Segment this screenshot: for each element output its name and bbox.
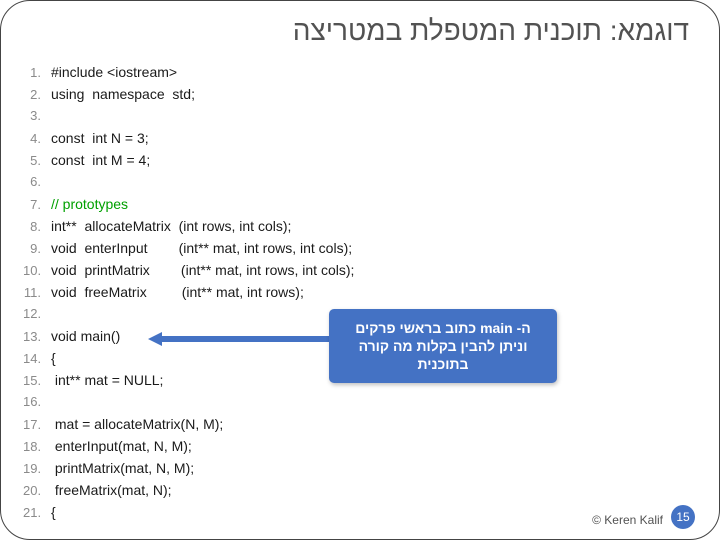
line-number: 13. <box>23 326 51 348</box>
line-number: 10. <box>23 260 51 282</box>
line-number: 1. <box>23 62 51 84</box>
footer-credit: © Keren Kalif <box>592 513 663 527</box>
code-text: { <box>51 501 56 523</box>
code-line: 16. <box>23 391 354 413</box>
line-number: 9. <box>23 238 51 260</box>
line-number: 8. <box>23 216 51 238</box>
line-number: 2. <box>23 84 51 106</box>
line-number: 19. <box>23 458 51 480</box>
code-text: printMatrix(mat, N, M); <box>51 457 194 479</box>
code-line: 9.void enterInput (int** mat, int rows, … <box>23 237 354 259</box>
code-line: 19. printMatrix(mat, N, M); <box>23 457 354 479</box>
code-line: 7.// prototypes <box>23 193 354 215</box>
code-line: 13.void main() <box>23 325 354 347</box>
code-line: 8.int** allocateMatrix (int rows, int co… <box>23 215 354 237</box>
code-line: 18. enterInput(mat, N, M); <box>23 435 354 457</box>
code-text: void main() <box>51 325 120 347</box>
code-text: #include <iostream> <box>51 61 177 83</box>
page-number: 15 <box>676 510 689 524</box>
callout-box: ה- main כתוב בראשי פרקים וניתן להבין בקל… <box>329 309 557 383</box>
code-text: int** allocateMatrix (int rows, int cols… <box>51 215 291 237</box>
code-block: 1.#include <iostream>2.using namespace s… <box>23 61 354 523</box>
code-text: const int M = 4; <box>51 149 150 171</box>
code-text: // prototypes <box>51 193 128 215</box>
code-text: const int N = 3; <box>51 127 149 149</box>
code-line: 14.{ <box>23 347 354 369</box>
code-text: void freeMatrix (int** mat, int rows); <box>51 281 304 303</box>
code-text: void enterInput (int** mat, int rows, in… <box>51 237 352 259</box>
code-line: 5.const int M = 4; <box>23 149 354 171</box>
code-line: 3. <box>23 105 354 127</box>
code-line: 17. mat = allocateMatrix(N, M); <box>23 413 354 435</box>
line-number: 11. <box>23 282 51 304</box>
code-line: 1.#include <iostream> <box>23 61 354 83</box>
slide-title: דוגמא: תוכנית המטפלת במטריצה <box>293 15 689 47</box>
line-number: 20. <box>23 480 51 502</box>
line-number: 12. <box>23 303 51 325</box>
line-number: 5. <box>23 150 51 172</box>
code-text: void printMatrix (int** mat, int rows, i… <box>51 259 354 281</box>
slide-frame: דוגמא: תוכנית המטפלת במטריצה 1.#include … <box>0 0 720 540</box>
code-line: 6. <box>23 171 354 193</box>
code-line: 4.const int N = 3; <box>23 127 354 149</box>
code-line: 21.{ <box>23 501 354 523</box>
line-number: 15. <box>23 370 51 392</box>
line-number: 14. <box>23 348 51 370</box>
code-line: 11.void freeMatrix (int** mat, int rows)… <box>23 281 354 303</box>
line-number: 17. <box>23 414 51 436</box>
line-number: 6. <box>23 171 51 193</box>
line-number: 18. <box>23 436 51 458</box>
code-text: { <box>51 347 56 369</box>
code-text: mat = allocateMatrix(N, M); <box>51 413 223 435</box>
line-number: 21. <box>23 502 51 524</box>
line-number: 3. <box>23 105 51 127</box>
code-text: freeMatrix(mat, N); <box>51 479 172 501</box>
code-text: int** mat = NULL; <box>51 369 163 391</box>
code-text: using namespace std; <box>51 83 195 105</box>
code-text: enterInput(mat, N, M); <box>51 435 192 457</box>
line-number: 7. <box>23 194 51 216</box>
code-line: 12. <box>23 303 354 325</box>
code-line: 2.using namespace std; <box>23 83 354 105</box>
line-number: 4. <box>23 128 51 150</box>
page-number-badge: 15 <box>671 505 695 529</box>
line-number: 16. <box>23 391 51 413</box>
code-line: 20. freeMatrix(mat, N); <box>23 479 354 501</box>
code-line: 10.void printMatrix (int** mat, int rows… <box>23 259 354 281</box>
code-line: 15. int** mat = NULL; <box>23 369 354 391</box>
